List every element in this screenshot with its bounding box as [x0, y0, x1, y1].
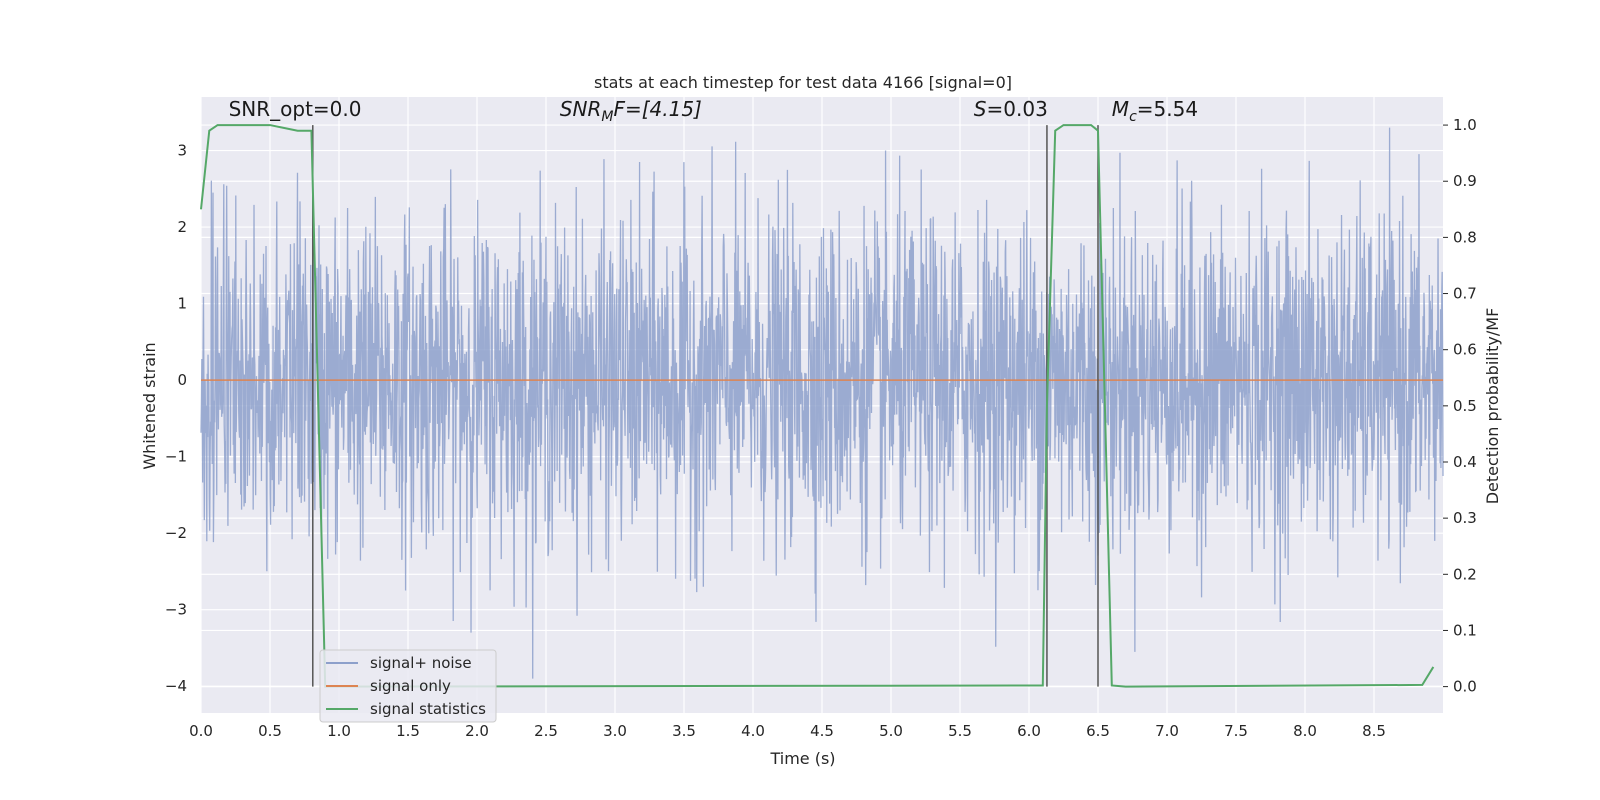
- y2-axis-label: Detection probability/MF: [1483, 308, 1502, 505]
- x-tick-label: 0.0: [189, 722, 213, 740]
- annotation-text: SNRMF=[4.15]: [560, 97, 702, 125]
- y-tick-label: −3: [165, 601, 187, 619]
- y2-axis-ticks: 1.0 0.9 0.8 0.7 0.6 0.5 0.4 0.3 0.2 0.1 0.0: [1443, 116, 1477, 696]
- x-tick-label: 4.5: [810, 722, 834, 740]
- y-tick-label: −2: [165, 524, 187, 542]
- annotation-text: S=0.03: [974, 97, 1048, 121]
- x-tick-label: 3.5: [672, 722, 696, 740]
- y2-tick-label: 0.9: [1453, 172, 1477, 190]
- legend-box: [319, 649, 497, 723]
- x-tick-label: 8.0: [1293, 722, 1317, 740]
- x-tick-label: 4.0: [741, 722, 765, 740]
- y2-tick-label: 0.6: [1453, 341, 1477, 359]
- y-tick-label: 3: [177, 142, 187, 160]
- legend-label-signal-noise: signal+ noise: [370, 654, 472, 672]
- y2-tick-label: 1.0: [1453, 116, 1477, 134]
- y-axis-label: Whitened strain: [140, 342, 159, 469]
- y2-tick-label: 0.2: [1453, 565, 1477, 583]
- y-tick-label: 1: [177, 295, 187, 313]
- signal-statistics-trace: [200, 124, 1435, 688]
- legend: signal+ noise signal only signal statist…: [319, 649, 497, 723]
- x-tick-label: 6.0: [1017, 722, 1041, 740]
- x-tick-label: 0.5: [258, 722, 282, 740]
- signal-noise-series: [200, 127, 1444, 679]
- annotations: SNR_opt=0.0 SNRMF=[4.15] S=0.03 Mc=5.54: [229, 97, 1198, 125]
- x-tick-label: 2.5: [534, 722, 558, 740]
- x-tick-label: 7.5: [1224, 722, 1248, 740]
- y-tick-label: −4: [165, 677, 187, 695]
- legend-label-signal-only: signal only: [370, 677, 451, 695]
- y2-tick-label: 0.8: [1453, 228, 1477, 246]
- y2-tick-label: 0.5: [1453, 397, 1477, 415]
- x-axis-ticks: 0.0 0.5 1.0 1.5 2.0 2.5 3.0 3.5 4.0 4.5 5.0 5.5 6.0 6…: [189, 722, 1386, 740]
- annotation-text: Mc=5.54: [1112, 97, 1198, 125]
- x-tick-label: 2.0: [465, 722, 489, 740]
- x-tick-label: 5.0: [879, 722, 903, 740]
- signal-statistics-series: [200, 124, 1435, 688]
- y2-tick-label: 0.1: [1453, 621, 1477, 639]
- y2-tick-label: 0.0: [1453, 678, 1477, 696]
- legend-label-signal-statistics: signal statistics: [370, 700, 486, 718]
- y-tick-label: 0: [177, 371, 187, 389]
- x-tick-label: 6.5: [1086, 722, 1110, 740]
- chart-title: stats at each timestep for test data 416…: [594, 73, 1012, 92]
- signal-noise-trace: [200, 127, 1444, 679]
- y2-tick-label: 0.4: [1453, 453, 1477, 471]
- x-tick-label: 3.0: [603, 722, 627, 740]
- y-tick-label: 2: [177, 218, 187, 236]
- x-tick-label: 1.5: [396, 722, 420, 740]
- y2-tick-label: 0.3: [1453, 509, 1477, 527]
- x-tick-label: 7.0: [1155, 722, 1179, 740]
- annotation-text: SNR_opt=0.0: [229, 97, 362, 121]
- x-axis-label: Time (s): [769, 749, 835, 768]
- x-tick-label: 1.0: [327, 722, 351, 740]
- y-tick-label: −1: [165, 448, 187, 466]
- y2-tick-label: 0.7: [1453, 285, 1477, 303]
- y-axis-ticks: 3 2 1 0 −1 −2 −3 −4: [165, 142, 187, 696]
- x-tick-label: 5.5: [948, 722, 972, 740]
- x-tick-label: 8.5: [1362, 722, 1386, 740]
